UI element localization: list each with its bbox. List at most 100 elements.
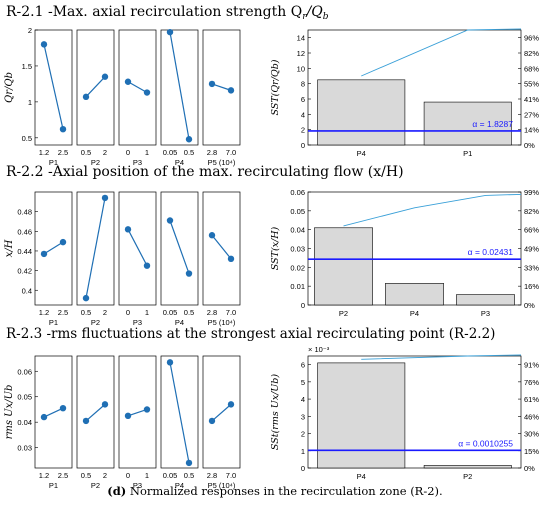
pareto-rtick-label-1-4: 66% [524, 226, 539, 235]
me-ytick-label-1-3: 0.46 [17, 227, 32, 236]
pareto-rtick-label-0-5: 68% [524, 64, 539, 73]
me-ytick-label-2-3: 0.06 [17, 367, 32, 376]
pareto-xtick-label-1-1: P4 [410, 309, 419, 318]
me-ytick-label-2-1: 0.04 [17, 418, 32, 427]
me-xtick-label-2-3-0: 0.05 [163, 471, 178, 480]
pareto-xtick-label-0-0: P4 [357, 149, 366, 158]
me-factor-label-1-0: P1 [49, 318, 58, 327]
pareto-ytick-label-1-2: 0.02 [290, 263, 305, 272]
pareto-rtick-label-1-5: 82% [524, 207, 539, 216]
me-factor-label-2-1: P2 [91, 481, 100, 490]
me-ytick-label-1-0: 0.4 [22, 286, 32, 295]
pareto-rtick-label-1-3: 49% [524, 245, 539, 254]
me-xtick-label-2-0-1: 2.5 [58, 471, 68, 480]
me-effect-line-2-4 [211, 403, 232, 422]
me-xtick-label-2-3-1: 0.5 [184, 471, 194, 480]
me-xtick-label-1-3-1: 0.5 [184, 308, 194, 317]
me-ytick-label-0-3: 2 [28, 26, 32, 35]
me-effect-line-0-4 [211, 83, 232, 91]
pareto-ytick-label-0-1: 2 [301, 126, 305, 135]
me-point-2-0-0 [40, 413, 48, 421]
pareto-xtick-label-2-1: P2 [463, 472, 472, 481]
me-subplot-frame-2-4 [202, 355, 241, 469]
me-xtick-label-1-1-0: 0.5 [81, 308, 91, 317]
pareto-rtick-label-2-1: 15% [524, 447, 539, 456]
pareto-alpha-label-0: α = 1.8287 [472, 119, 513, 129]
me-xtick-label-1-2-0: 0 [126, 308, 130, 317]
pareto-alpha-label-2: α = 0.0010255 [458, 438, 513, 448]
me-effect-line-0-2 [127, 81, 148, 94]
me-subplot-frame-2-3 [160, 355, 199, 469]
me-factor-label-0-1: P2 [91, 158, 100, 167]
pareto-xtick-label-1-0: P2 [339, 309, 348, 318]
me-point-1-4-0 [208, 232, 216, 239]
me-xtick-label-2-2-1: 1 [145, 471, 149, 480]
me-subplot-frame-2-2 [118, 355, 157, 469]
me-factor-label-2-0: P1 [49, 481, 58, 490]
me-factor-label-0-3: P4 [175, 158, 184, 167]
me-factor-label-0-2: P3 [133, 158, 142, 167]
pareto-rtick-label-1-2: 33% [524, 263, 539, 272]
me-xtick-label-0-4-1: 7.0 [226, 148, 236, 157]
me-ytick-label-2-0: 0.03 [17, 444, 32, 453]
me-point-0-4-0 [208, 80, 216, 88]
me-xtick-label-0-2-0: 0 [126, 148, 130, 157]
me-xtick-label-1-0-1: 2.5 [58, 308, 68, 317]
me-point-0-0-0 [40, 41, 48, 48]
me-effect-line-1-4 [211, 234, 232, 260]
me-point-0-4-1 [227, 87, 235, 94]
pareto-bar-2-0 [317, 362, 406, 469]
me-subplot-frame-2-1 [76, 355, 115, 469]
pareto-cumulative-line-2 [361, 354, 522, 360]
me-effect-line-0-1 [85, 76, 106, 98]
me-factor-label-2-3: P4 [175, 481, 184, 490]
me-point-1-3-0 [166, 217, 174, 224]
pareto-rtick-label-2-2: 30% [524, 430, 539, 439]
pareto-alpha-label-1: α = 0.02431 [468, 247, 514, 257]
pareto-rtick-label-2-5: 76% [524, 378, 539, 387]
me-effect-line-1-2 [127, 229, 148, 266]
me-xtick-label-2-1-1: 2 [103, 471, 107, 480]
me-point-2-0-1 [59, 404, 67, 412]
pareto-rtick-label-2-6: 91% [524, 361, 539, 370]
pareto-xtick-label-1-2: P3 [481, 309, 490, 318]
pareto-xtick-label-0-1: P1 [463, 149, 472, 158]
pareto-ytick-label-2-4: 4 [301, 395, 305, 404]
me-factor-label-1-2: P3 [133, 318, 142, 327]
pareto-ytick-label-0-0: 0 [301, 141, 305, 150]
me-ytick-label-0-1: 1 [28, 98, 32, 107]
me-point-0-0-1 [59, 125, 67, 133]
section-title-r21: R-2.1 -Max. axial recirculation strength… [6, 4, 329, 22]
pareto-ytick-label-2-3: 3 [301, 412, 305, 421]
caption-letter: (d) [107, 484, 127, 498]
me-factor-label-1-3: P4 [175, 318, 184, 327]
me-subplot-frame-0-0 [34, 29, 73, 146]
pareto-ytick-label-1-6: 0.06 [290, 188, 305, 197]
pareto-bar-1-0 [314, 227, 373, 306]
caption-text: Normalized responses in the recirculatio… [126, 484, 443, 498]
me-point-2-2-1 [143, 406, 151, 413]
section-title-r22: R-2.2 -Axial position of the max. recirc… [6, 164, 404, 180]
pareto-rtick-label-0-3: 41% [524, 95, 539, 104]
me-effect-line-0-3 [169, 32, 190, 140]
me-xtick-label-1-2-1: 1 [145, 308, 149, 317]
pareto-ytick-label-1-5: 0.05 [290, 207, 305, 216]
pareto-ylabel-2: SSt(rms Ux/Ub) [270, 374, 281, 450]
me-subplot-frame-0-2 [118, 29, 157, 146]
me-factor-label-1-1: P2 [91, 318, 100, 327]
pareto-ytick-label-0-6: 12 [297, 49, 305, 58]
pareto-ytick-label-1-4: 0.04 [290, 226, 305, 235]
pareto-rtick-label-0-6: 82% [524, 49, 539, 58]
pareto-bar-2-1 [423, 465, 512, 469]
me-point-1-2-1 [143, 262, 151, 269]
pareto-ytick-label-1-3: 0.03 [290, 245, 305, 254]
me-effect-line-0-0 [43, 44, 64, 130]
me-point-2-2-0 [124, 412, 132, 420]
me-ylabel-2: rms Ux/Ub [4, 385, 15, 440]
me-xtick-label-2-2-0: 0 [126, 471, 130, 480]
pareto-rtick-label-0-1: 14% [524, 126, 539, 135]
pareto-ytick-label-0-5: 10 [297, 64, 305, 73]
me-subplot-frame-1-2 [118, 191, 157, 306]
me-subplot-frame-0-1 [76, 29, 115, 146]
